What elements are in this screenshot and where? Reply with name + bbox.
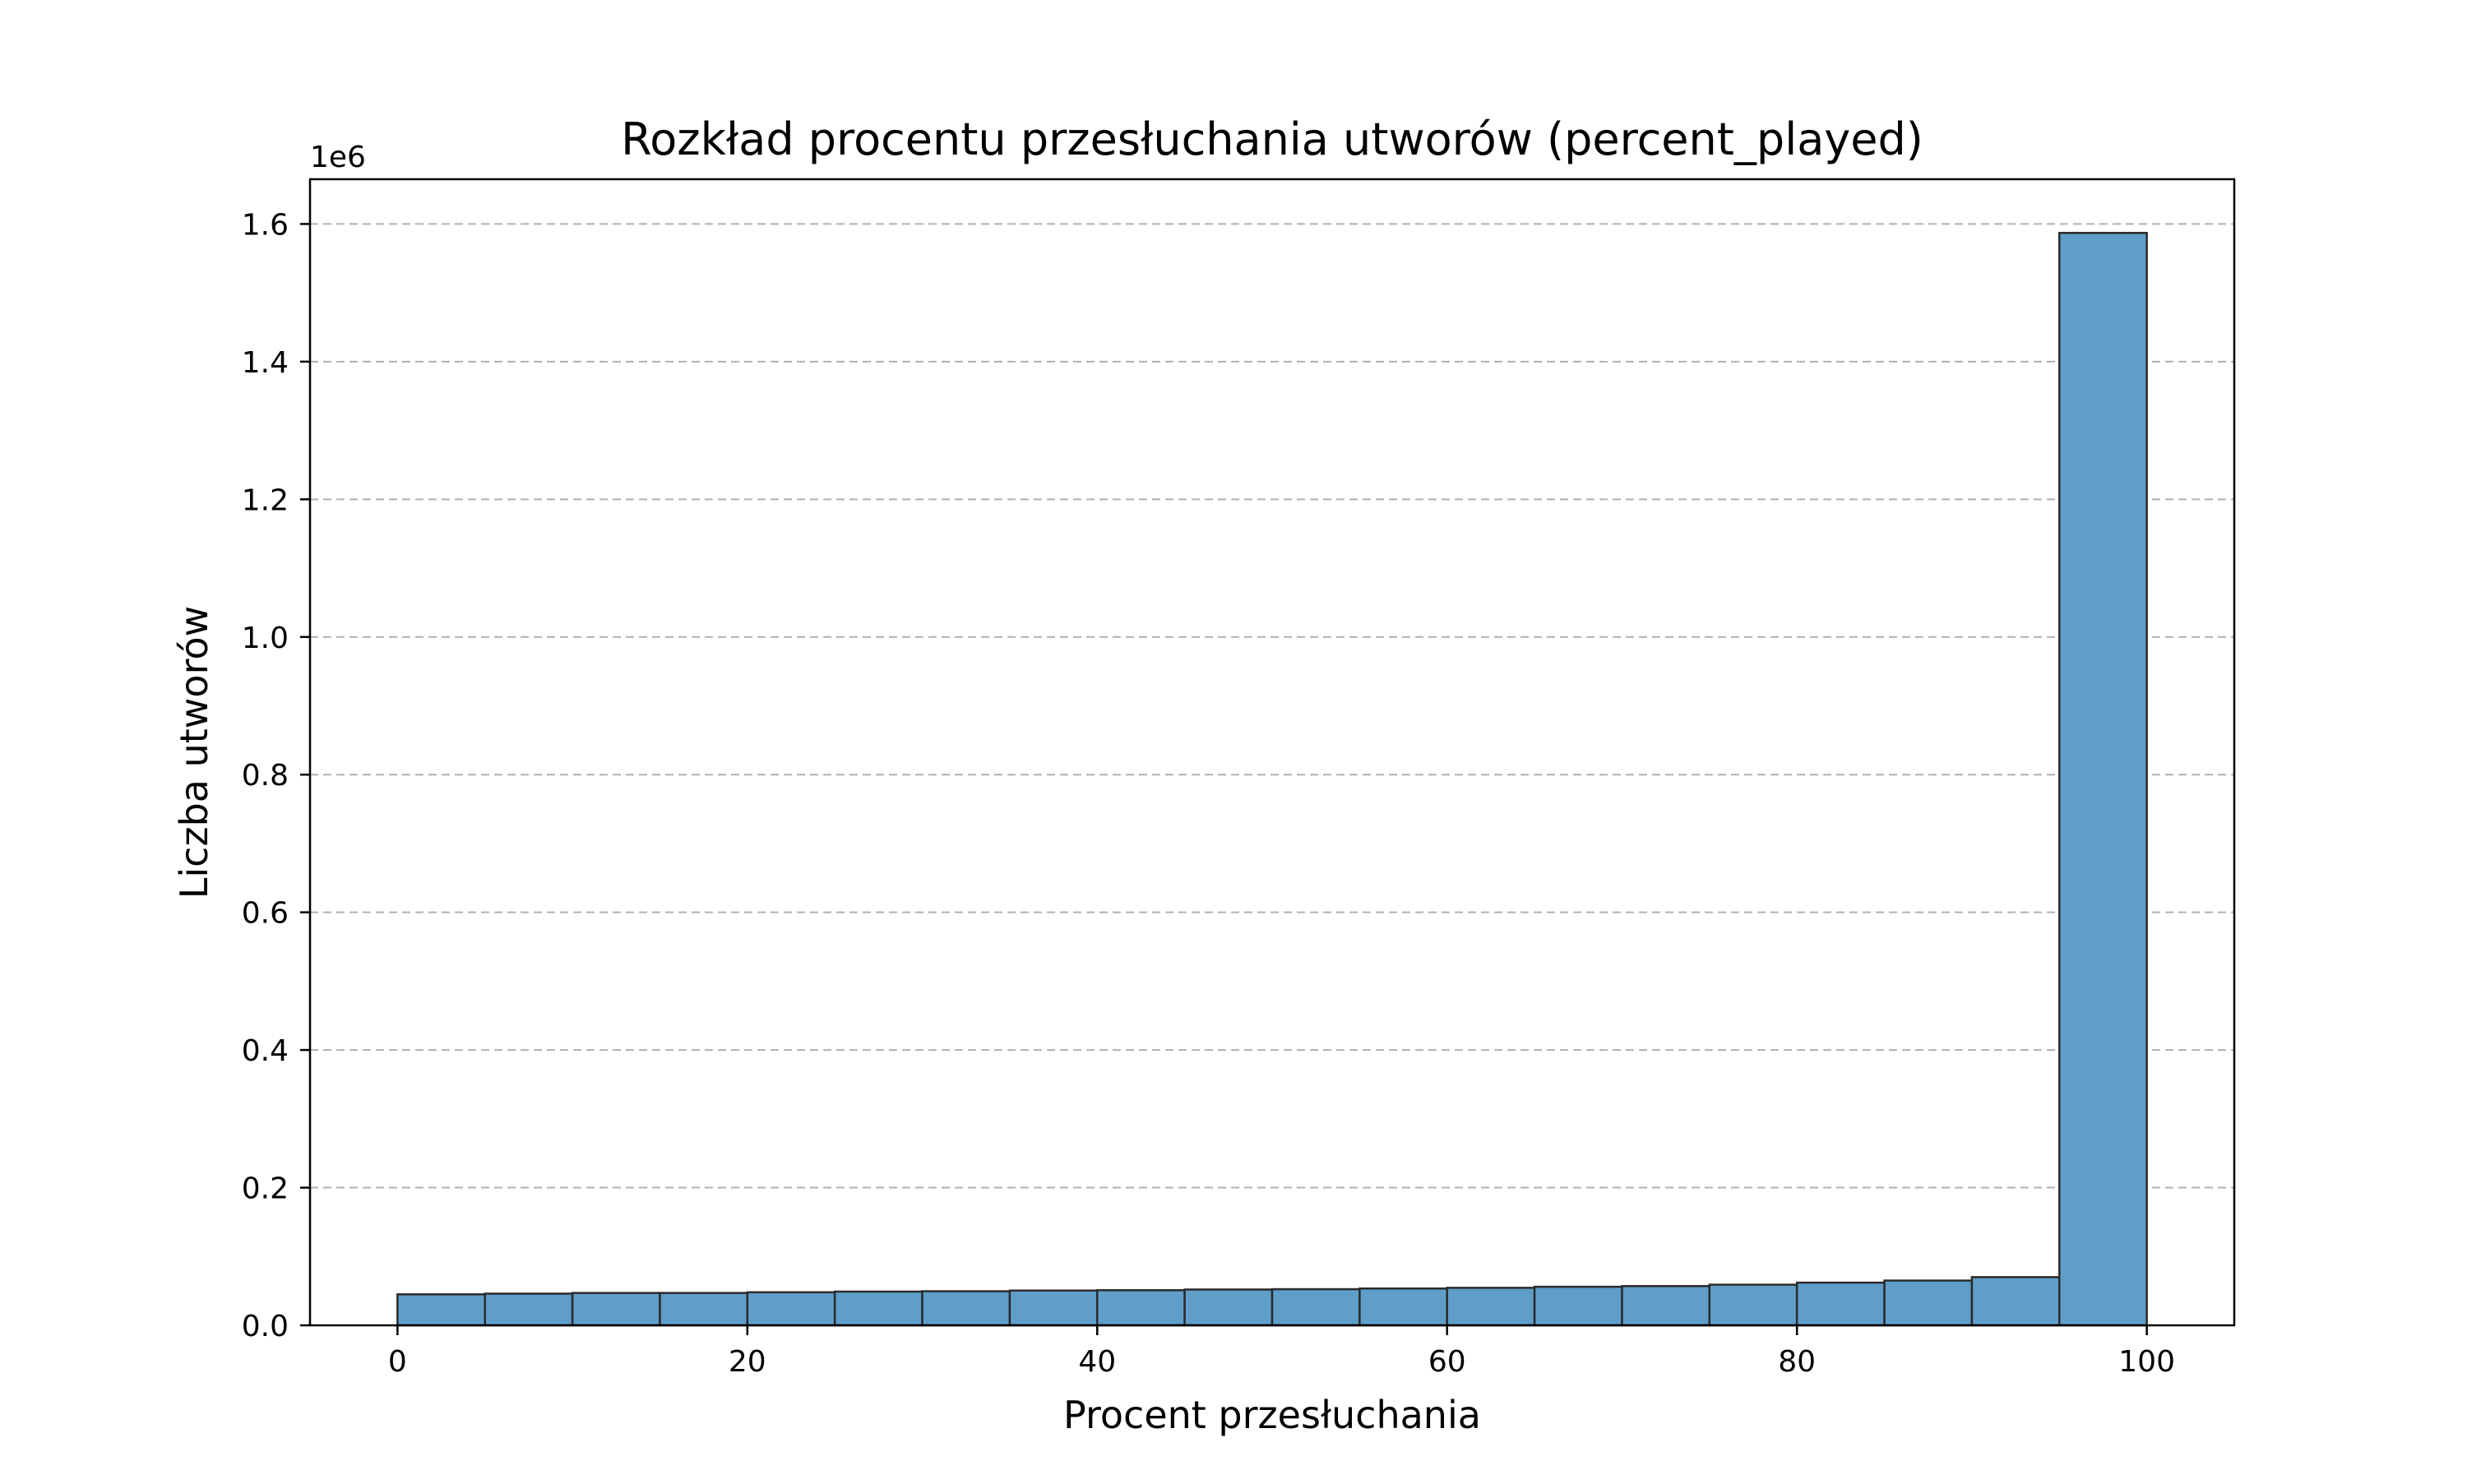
y-tick-label-5: 1.0 <box>242 622 289 655</box>
y-axis-ticks: 0.0 0.2 0.4 0.6 0.8 1.0 1.2 1.4 1.6 <box>242 208 310 1343</box>
y-tick-label-1: 0.2 <box>242 1172 289 1206</box>
y-offset-label: 1e6 <box>310 141 366 174</box>
chart-title: Rozkład procentu przesłuchania utworów (… <box>621 113 1923 165</box>
histogram-bar-19 <box>2058 232 2148 1327</box>
histogram-bar-1 <box>484 1292 574 1327</box>
y-tick-label-2: 0.4 <box>242 1034 289 1068</box>
histogram-bar-10 <box>1271 1288 1361 1327</box>
plot-frame <box>308 178 2236 1327</box>
histogram-bar-0 <box>396 1293 486 1327</box>
y-tick-label-7: 1.4 <box>242 346 289 380</box>
x-tick-label-1: 20 <box>729 1345 766 1379</box>
histogram-bar-18 <box>1970 1276 2061 1327</box>
histogram-bar-8 <box>1096 1289 1186 1327</box>
histogram-bar-12 <box>1446 1287 1536 1327</box>
histogram-bar-2 <box>571 1292 661 1327</box>
histogram-bar-6 <box>921 1290 1011 1327</box>
histogram-bar-11 <box>1358 1287 1448 1327</box>
histogram-bar-7 <box>1008 1289 1099 1327</box>
histogram-bar-15 <box>1708 1283 1798 1327</box>
histogram-bar-16 <box>1795 1281 1886 1327</box>
histogram-bar-17 <box>1883 1279 1974 1327</box>
bars <box>396 232 2148 1327</box>
x-axis-label: Procent przesłuchania <box>1063 1393 1481 1437</box>
y-axis-label: Liczba utworów <box>172 606 216 899</box>
histogram-bar-14 <box>1621 1285 1711 1327</box>
x-tick-label-5: 100 <box>2118 1345 2175 1379</box>
x-tick-label-0: 0 <box>388 1345 407 1379</box>
x-tick-label-2: 40 <box>1078 1345 1116 1379</box>
histogram-bar-3 <box>659 1292 749 1327</box>
x-tick-label-4: 80 <box>1778 1345 1816 1379</box>
histogram-bar-13 <box>1533 1285 1623 1327</box>
x-tick-label-3: 60 <box>1428 1345 1466 1379</box>
y-tick-label-0: 0.0 <box>242 1310 289 1343</box>
histogram-bar-9 <box>1183 1288 1274 1327</box>
y-tick-label-4: 0.8 <box>242 759 289 793</box>
y-tick-label-6: 1.2 <box>242 483 289 517</box>
histogram-bar-4 <box>746 1291 836 1327</box>
grid-lines <box>310 223 2234 1189</box>
histogram-bar-5 <box>833 1290 923 1327</box>
y-tick-label-3: 0.6 <box>242 897 289 931</box>
y-tick-label-8: 1.6 <box>242 208 289 242</box>
x-axis-ticks: 0 20 40 60 80 100 <box>388 1325 2175 1379</box>
